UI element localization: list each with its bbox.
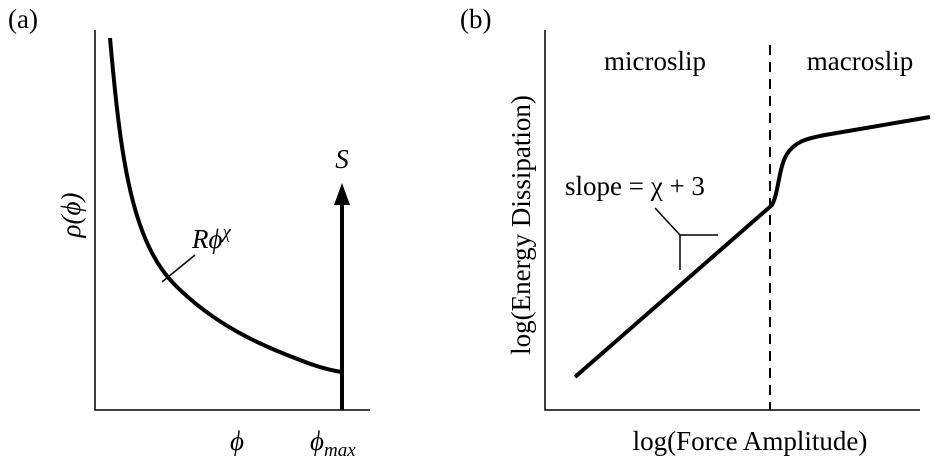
y-label: ρ(ϕ) (56, 193, 86, 239)
slope-bracket (654, 207, 718, 270)
curve-label-base: Rϕ (191, 224, 222, 254)
x-max-base: ϕ (310, 426, 324, 456)
x-max-sub: max (324, 440, 356, 461)
curve-label: Rϕχ (191, 222, 231, 254)
x-label: ϕ (230, 426, 244, 456)
axes-a (94, 30, 370, 411)
arrow-label: S (335, 144, 349, 174)
arrow-head (334, 183, 350, 205)
curve-b (573, 115, 931, 379)
curve-label-sup: χ (220, 222, 231, 243)
axes-b (544, 30, 920, 411)
region-label: macroslip (807, 46, 913, 76)
y-label: log(Energy Dissipation) (506, 95, 536, 355)
x-max-label: ϕmax (310, 426, 356, 461)
panel-label: (a) (8, 4, 38, 34)
panel-label: (b) (460, 4, 491, 34)
region-label: microslip (604, 46, 706, 76)
slope-label: slope = χ + 3 (565, 171, 705, 201)
leader-a (161, 254, 196, 283)
x-label: log(Force Amplitude) (633, 426, 868, 456)
lines (94, 30, 931, 411)
curve-a (108, 37, 343, 374)
